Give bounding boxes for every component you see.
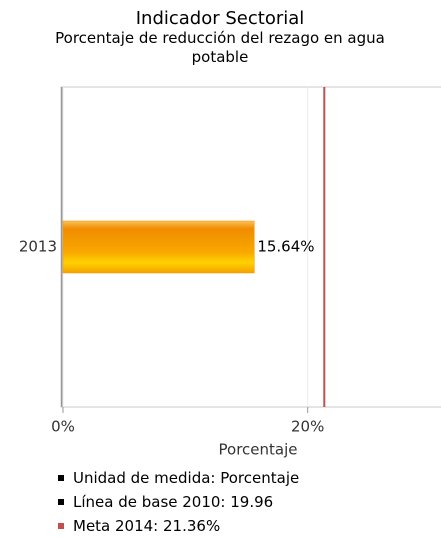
chart-title: Indicador Sectorial [135, 8, 305, 29]
legend-item: Línea de base 2010: 19.96 [58, 490, 299, 514]
legend: Unidad de medida: Porcentaje Línea de bas… [58, 466, 299, 538]
titles: Indicador Sectorial Porcentaje de reducc… [20, 8, 420, 67]
x-tick-label: 0% [51, 418, 75, 436]
legend-bullet [58, 499, 64, 505]
legend-bullet [58, 523, 64, 529]
x-tick-label: 20% [291, 418, 324, 436]
chart-subtitle: Porcentaje de reducción del rezago en ag… [55, 29, 385, 66]
legend-text: Unidad de medida: Porcentaje [73, 469, 300, 487]
legend-text: Línea de base 2010: 19.96 [73, 493, 274, 511]
x-axis-label: Porcentaje [219, 441, 298, 459]
legend-item: Meta 2014: 21.36% [58, 514, 299, 538]
legend-item: Unidad de medida: Porcentaje [58, 466, 299, 490]
legend-text: Meta 2014: 21.36% [73, 517, 221, 535]
y-tick-label: 2013 [19, 238, 57, 256]
bar [62, 220, 255, 274]
legend-bullet [58, 475, 64, 481]
chart: Porcentaje 0% 20% 2013 15.64% [19, 86, 441, 459]
value-label: 15.64% [257, 238, 314, 256]
